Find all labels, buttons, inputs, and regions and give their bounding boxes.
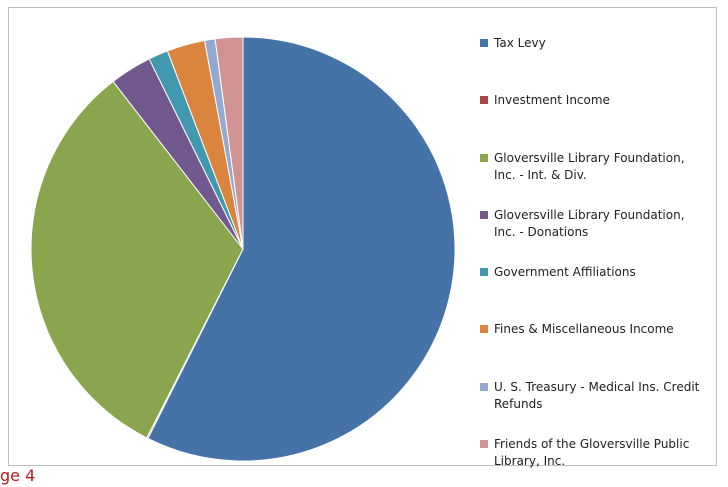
legend-swatch [480, 96, 488, 104]
legend-label: Friends of the Gloversville Public Libra… [494, 437, 690, 468]
pie-slice [30, 80, 244, 439]
legend-label: U. S. Treasury - Medical Ins. Credit Ref… [494, 380, 700, 411]
legend-label: Tax Levy [494, 36, 546, 50]
chart-frame [8, 7, 717, 466]
legend-label: Investment Income [494, 93, 610, 107]
pie-slice [147, 36, 456, 462]
legend-label: Fines & Miscellaneous Income [494, 322, 674, 336]
legend-swatch [480, 440, 488, 448]
page-label: ge 4 [0, 466, 36, 485]
legend-swatch [480, 325, 488, 333]
legend-swatch [480, 39, 488, 47]
legend-label: Gloversville Library Foundation, Inc. - … [494, 208, 685, 239]
pie-slice [214, 36, 244, 250]
legend-label: Gloversville Library Foundation, Inc. - … [494, 151, 685, 182]
legend-swatch [480, 154, 488, 162]
legend-swatch [480, 211, 488, 219]
legend-swatch [480, 383, 488, 391]
legend-label: Government Affiliations [494, 265, 636, 279]
legend-swatch [480, 268, 488, 276]
